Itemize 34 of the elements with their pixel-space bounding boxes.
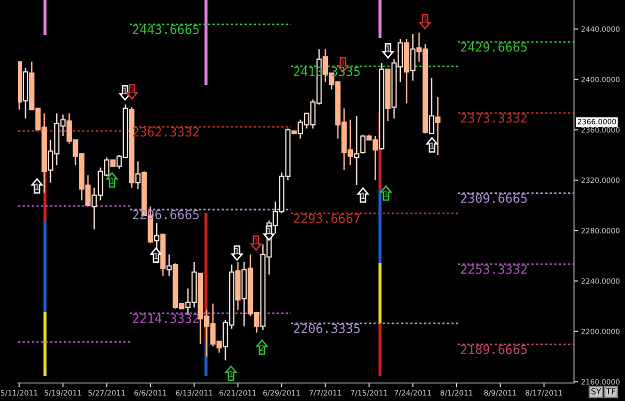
- annotation: 1: [123, 88, 127, 94]
- annotation: 1: [130, 86, 134, 93]
- annotation: 1: [267, 228, 271, 234]
- ref-line-label: 2309.6665: [460, 193, 527, 203]
- annotation: 1: [384, 190, 388, 197]
- candlestick: [354, 115, 360, 186]
- text: SY: [591, 388, 602, 394]
- candlestick: [428, 77, 434, 134]
- candlestick: [360, 134, 366, 154]
- ref-line-label: 2443.6665: [132, 24, 199, 34]
- candlestick: [135, 160, 141, 190]
- candlestick: [166, 254, 172, 277]
- annotation: 1: [361, 192, 365, 199]
- ref-line-label: 2429.6665: [460, 42, 527, 52]
- ref-line-label: 2189.6665: [460, 344, 527, 354]
- annotation: 1: [423, 16, 427, 22]
- annotation: 1: [35, 184, 39, 190]
- ref-line-label: 2214.3332: [132, 314, 199, 324]
- annotation: 2: [260, 344, 264, 352]
- annotation: 1: [430, 142, 434, 149]
- annotation: 1: [154, 252, 158, 259]
- ref-line-label: 2293.6667: [294, 214, 360, 224]
- ref-line-label: 2253.3332: [460, 264, 527, 274]
- candlestick: [410, 33, 416, 82]
- annotation: 1: [386, 45, 390, 52]
- annotation: 1: [110, 178, 114, 184]
- ref-line-label: 2206.3335: [294, 324, 360, 334]
- annotation: 1: [254, 238, 258, 244]
- annotation: 1: [229, 371, 233, 378]
- ref-line-label: 2373.3332: [460, 113, 527, 123]
- candlestick: [435, 96, 440, 156]
- annotation: 1: [341, 59, 345, 66]
- annotation: 1: [235, 248, 239, 254]
- text: TF: [606, 388, 616, 394]
